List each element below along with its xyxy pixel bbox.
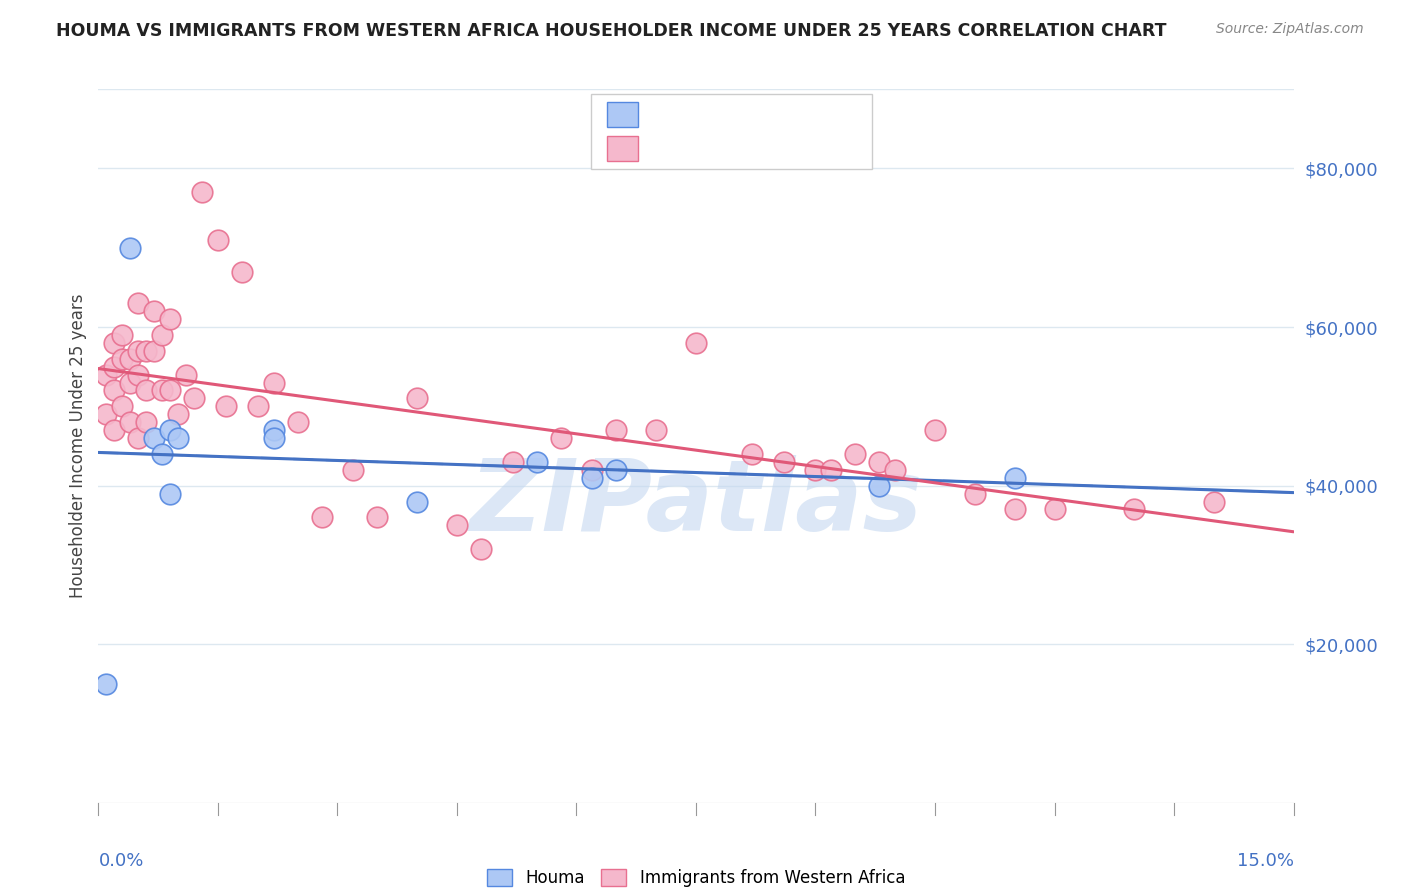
Point — [963, 486, 986, 500]
Point — [685, 335, 707, 350]
Point — [111, 400, 134, 414]
Point — [406, 494, 429, 508]
Point — [868, 478, 890, 492]
Point — [1004, 471, 1026, 485]
Point — [127, 343, 149, 358]
Point — [96, 677, 118, 691]
Point — [231, 264, 253, 278]
Point — [120, 241, 142, 255]
Text: -0.226: -0.226 — [686, 139, 751, 157]
Point — [446, 518, 468, 533]
Point — [143, 431, 166, 445]
Point — [150, 447, 173, 461]
Point — [207, 233, 229, 247]
Point — [127, 368, 149, 382]
Text: 60: 60 — [794, 139, 820, 157]
Point — [111, 351, 134, 366]
Point — [1043, 502, 1066, 516]
Text: R =: R = — [647, 139, 686, 157]
Point — [342, 463, 364, 477]
Point — [263, 431, 285, 445]
Point — [868, 455, 890, 469]
Point — [820, 463, 842, 477]
Point — [96, 368, 118, 382]
Point — [174, 368, 197, 382]
Point — [150, 328, 173, 343]
Point — [159, 384, 181, 398]
Point — [135, 343, 157, 358]
Point — [167, 407, 190, 421]
Text: 15: 15 — [794, 106, 820, 124]
Point — [1004, 502, 1026, 516]
Point — [150, 384, 173, 398]
Legend: Houma, Immigrants from Western Africa: Houma, Immigrants from Western Africa — [486, 869, 905, 888]
Point — [103, 423, 125, 437]
Text: HOUMA VS IMMIGRANTS FROM WESTERN AFRICA HOUSEHOLDER INCOME UNDER 25 YEARS CORREL: HOUMA VS IMMIGRANTS FROM WESTERN AFRICA … — [56, 22, 1167, 40]
Text: R =: R = — [647, 106, 686, 124]
Point — [111, 328, 134, 343]
Point — [581, 471, 603, 485]
Point — [143, 304, 166, 318]
Point — [103, 384, 125, 398]
Point — [1123, 502, 1146, 516]
Point — [127, 296, 149, 310]
Point — [159, 423, 181, 437]
Point — [1202, 494, 1225, 508]
Text: 0.084: 0.084 — [686, 106, 744, 124]
Point — [127, 431, 149, 445]
Point — [246, 400, 269, 414]
Point — [502, 455, 524, 469]
Point — [120, 415, 142, 429]
Text: 15.0%: 15.0% — [1236, 852, 1294, 870]
Point — [159, 312, 181, 326]
Point — [581, 463, 603, 477]
Point — [159, 486, 181, 500]
Y-axis label: Householder Income Under 25 years: Householder Income Under 25 years — [69, 293, 87, 599]
Point — [167, 431, 190, 445]
Point — [103, 359, 125, 374]
Point — [183, 392, 205, 406]
Text: Source: ZipAtlas.com: Source: ZipAtlas.com — [1216, 22, 1364, 37]
Point — [103, 335, 125, 350]
Point — [215, 400, 238, 414]
Point — [772, 455, 794, 469]
Point — [406, 392, 429, 406]
Point — [120, 376, 142, 390]
Point — [287, 415, 309, 429]
Point — [645, 423, 668, 437]
Point — [526, 455, 548, 469]
Point — [366, 510, 388, 524]
Point — [884, 463, 907, 477]
Point — [804, 463, 827, 477]
Point — [135, 384, 157, 398]
Text: ZIPatlas: ZIPatlas — [470, 455, 922, 551]
Point — [741, 447, 763, 461]
Point — [844, 447, 866, 461]
Point — [143, 343, 166, 358]
Point — [191, 186, 214, 200]
Point — [605, 423, 627, 437]
Point — [550, 431, 572, 445]
Point — [605, 463, 627, 477]
Point — [135, 415, 157, 429]
Point — [263, 376, 285, 390]
Point — [924, 423, 946, 437]
Text: N =: N = — [742, 106, 794, 124]
Point — [470, 542, 492, 557]
Point — [120, 351, 142, 366]
Text: N =: N = — [742, 139, 794, 157]
Point — [311, 510, 333, 524]
Point — [96, 407, 118, 421]
Text: 0.0%: 0.0% — [98, 852, 143, 870]
Point — [263, 423, 285, 437]
